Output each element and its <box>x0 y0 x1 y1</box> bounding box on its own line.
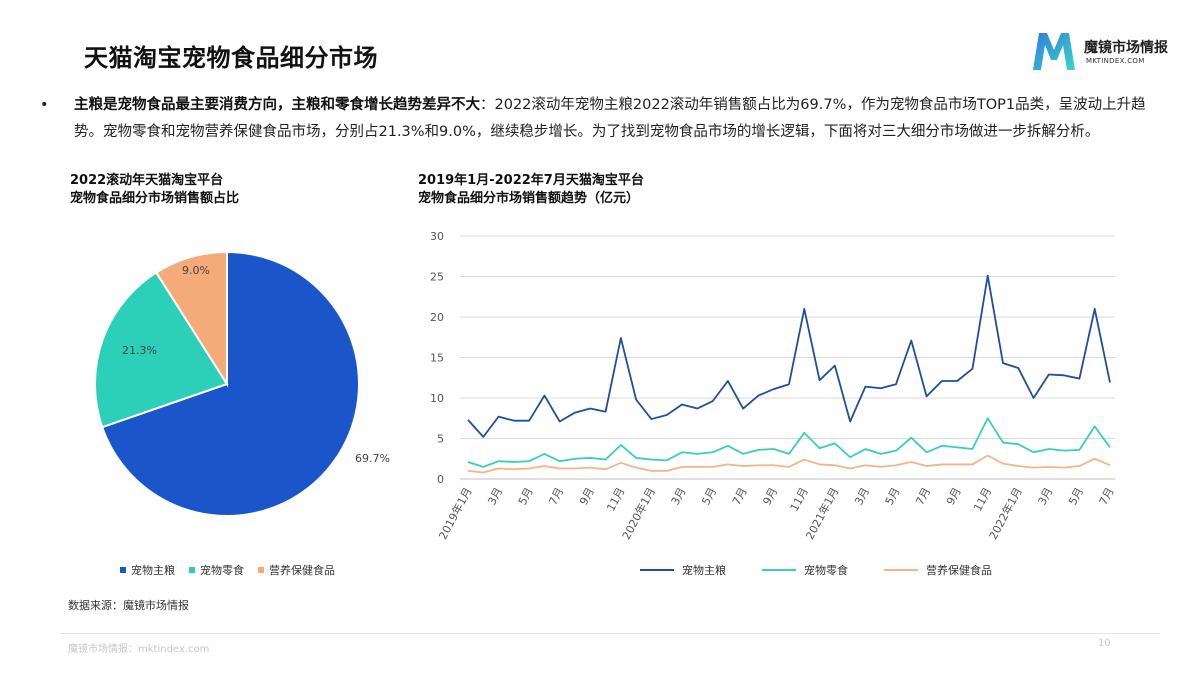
pie-legend-label-snack: 宠物零食 <box>200 564 244 577</box>
bullet-marker: • <box>40 97 49 113</box>
x-tick-label-21: 7月 <box>1097 485 1117 507</box>
pie-legend-swatch-staple <box>120 567 126 573</box>
line-legend: 宠物主粮 宠物零食 营养保健食品 <box>640 562 1028 578</box>
pie-title-line2: 宠物食品细分市场销售额占比 <box>70 191 240 206</box>
intro-text: 主粮是宠物食品最主要消费方向，主粮和零食增长趋势差异不大：2022滚动年宠物主粮… <box>74 92 1150 146</box>
x-tick-label-3: 7月 <box>546 485 566 507</box>
line-legend-item-staple: 宠物主粮 <box>640 562 726 578</box>
series-line-2 <box>467 454 1111 474</box>
page-number: 10 <box>1098 638 1111 649</box>
line-legend-item-health: 营养保健食品 <box>884 562 992 578</box>
x-tick-label-4: 9月 <box>577 485 597 507</box>
line-legend-swatch-staple <box>640 569 674 571</box>
logo-mark-icon <box>1033 33 1075 70</box>
line-legend-label-snack: 宠物零食 <box>804 564 848 577</box>
series-line-0 <box>467 274 1111 438</box>
y-tick-label-5: 25 <box>430 271 444 284</box>
y-tick-label-6: 30 <box>430 230 444 243</box>
x-tick-label-17: 11月 <box>971 485 994 513</box>
pie-chart: 69.7% 21.3% 9.0% <box>94 250 390 517</box>
pie-legend-item-health: 营养保健食品 <box>258 562 335 578</box>
footer-divider <box>60 633 1160 634</box>
x-tick-label-15: 7月 <box>913 485 933 507</box>
y-tick-label-1: 5 <box>437 433 444 446</box>
line-legend-swatch-snack <box>762 569 796 571</box>
intro-body: ：2022滚动年宠物主粮2022滚动年销售额占比为69.7%，作为宠物食品市场T… <box>74 97 1146 140</box>
data-source: 数据来源：魔镜市场情报 <box>68 599 189 612</box>
title-block: 天猫淘宝宠物食品细分市场 <box>84 38 378 73</box>
line-legend-item-snack: 宠物零食 <box>762 562 848 578</box>
footer-text: 魔镜市场情报：mktindex.com <box>68 644 210 655</box>
pie-slice-1 <box>94 271 229 429</box>
intro-bold: 主粮是宠物食品最主要消费方向，主粮和零食增长趋势差异不大 <box>74 97 480 113</box>
pie-legend-label-health: 营养保健食品 <box>269 564 335 577</box>
x-tick-label-19: 3月 <box>1036 485 1056 507</box>
x-tick-label-7: 3月 <box>669 485 689 507</box>
x-tick-label-10: 9月 <box>760 485 780 507</box>
x-tick-label-11: 11月 <box>788 485 811 513</box>
x-tick-label-2: 5月 <box>516 485 536 507</box>
y-tick-label-0: 0 <box>437 473 444 486</box>
pie-legend-item-snack: 宠物零食 <box>189 562 244 578</box>
pie-legend: 宠物主粮 宠物零食 营养保健食品 <box>120 562 349 578</box>
x-tick-label-0: 2019年1月 <box>436 485 475 542</box>
line-legend-label-health: 营养保健食品 <box>926 564 992 577</box>
line-legend-label-staple: 宠物主粮 <box>682 564 726 577</box>
series-line-1 <box>467 417 1111 468</box>
x-tick-label-13: 3月 <box>852 485 872 507</box>
logo-name: 魔镜市场情报 <box>1084 40 1168 56</box>
line-title-line2: 宠物食品细分市场销售额趋势（亿元） <box>418 191 640 206</box>
pie-slice-0 <box>100 250 360 517</box>
pie-slice-label-2: 9.0% <box>182 264 210 277</box>
x-tick-label-16: 9月 <box>944 485 964 507</box>
intro-paragraph: • 主粮是宠物食品最主要消费方向，主粮和零食增长趋势差异不大：2022滚动年宠物… <box>40 92 1150 146</box>
line-chart-title: 2019年1月-2022年7月天猫淘宝平台 宠物食品细分市场销售额趋势（亿元） <box>418 172 644 208</box>
line-legend-swatch-health <box>884 569 918 571</box>
x-tick-label-5: 11月 <box>604 485 627 513</box>
pie-slice-label-1: 21.3% <box>122 344 157 357</box>
x-tick-label-9: 7月 <box>730 485 750 507</box>
pie-slice-2 <box>154 250 228 388</box>
y-tick-label-2: 10 <box>430 392 444 405</box>
pie-legend-label-staple: 宠物主粮 <box>131 564 175 577</box>
pie-chart-title: 2022滚动年天猫淘宝平台 宠物食品细分市场销售额占比 <box>70 172 239 208</box>
pie-legend-item-staple: 宠物主粮 <box>120 562 175 578</box>
line-title-line1: 2019年1月-2022年7月天猫淘宝平台 <box>418 173 644 188</box>
x-tick-label-1: 3月 <box>485 485 505 507</box>
brand-logo: 魔镜市场情报 MKTINDEX.COM <box>1030 30 1180 74</box>
y-tick-label-3: 15 <box>430 352 444 365</box>
page-title: 天猫淘宝宠物食品细分市场 <box>84 44 378 72</box>
x-tick-label-14: 5月 <box>883 485 903 507</box>
pie-slice-label-0: 69.7% <box>355 452 390 465</box>
logo-subtitle: MKTINDEX.COM <box>1086 57 1145 65</box>
x-tick-label-8: 5月 <box>699 485 719 507</box>
pie-legend-swatch-snack <box>189 567 195 573</box>
y-tick-label-4: 20 <box>430 311 444 324</box>
x-tick-label-20: 5月 <box>1066 485 1086 507</box>
pie-legend-swatch-health <box>258 567 264 573</box>
pie-title-line1: 2022滚动年天猫淘宝平台 <box>70 173 224 188</box>
